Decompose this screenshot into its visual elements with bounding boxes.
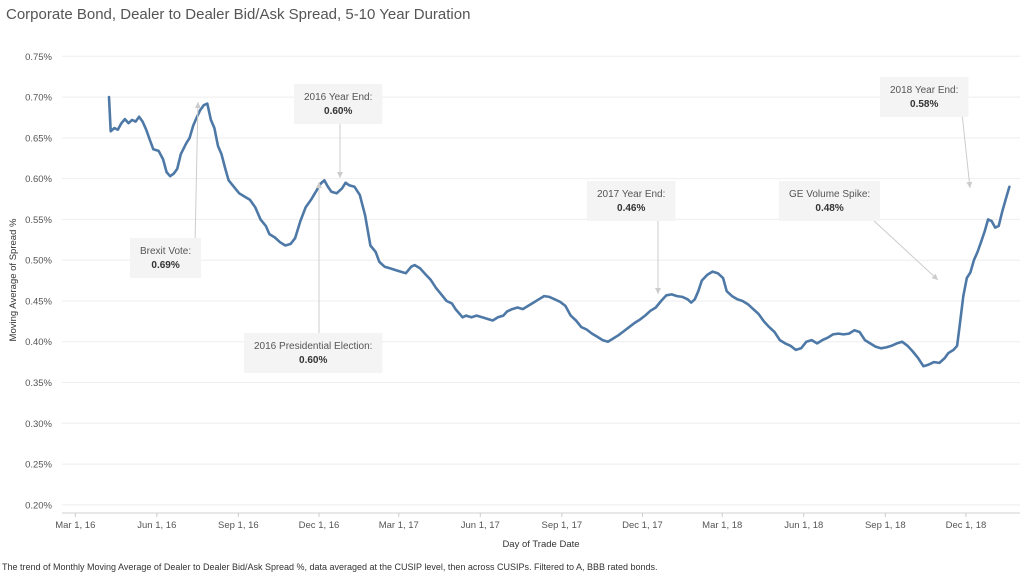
annotation: 2016 Presidential Election: 0.60% [244,182,383,373]
annotation-arrowhead [194,101,201,109]
x-tick-label: Jun 1, 16 [137,520,176,531]
y-tick-label: 0.75% [25,52,52,63]
x-tick-label: Jun 1, 18 [784,520,823,531]
x-tick-label: Dec 1, 18 [946,520,987,531]
y-axis-label: Moving Average of Spread % [8,218,19,341]
line-chart: 0.75% 0.70% 0.65% 0.60% 0.55% 0.50% 0.45% 0.40%… [8,52,1020,550]
annotation-box [880,77,969,117]
annotation-value: 0.69% [151,260,179,271]
series-group [107,95,1011,368]
annotation-leader-line [873,220,939,281]
annotation-label: 2016 Year End: [304,92,372,103]
chart-title: Corporate Bond, Dealer to Dealer Bid/Ask… [6,6,471,23]
annotation: 2016 Year End: 0.60% [294,84,383,178]
y-tick-label: 0.55% [25,215,52,226]
annotation-value: 0.58% [910,99,938,110]
annotation-arrowhead [931,273,938,280]
annotation-arrowhead [655,288,661,294]
annotation-value: 0.48% [815,203,843,214]
annotation: Brexit Vote: 0.69% [130,101,202,278]
x-tick-label: Mar 1, 16 [55,520,95,531]
footnote: The trend of Monthly Moving Average of D… [2,562,658,572]
annotation-box [587,181,676,221]
annotation-arrowhead [966,181,973,188]
annotation-value: 0.60% [324,106,352,117]
annotation: GE Volume Spike: 0.48% [779,181,939,281]
annotation-arrowhead [316,182,322,188]
series-line [107,95,1011,368]
annotation-box [294,84,383,124]
y-tick-label: 0.70% [25,93,52,104]
annotation-value: 0.46% [617,203,645,214]
y-tick-label: 0.30% [25,419,52,430]
x-tick-label: Mar 1, 17 [379,520,419,531]
annotation: 2017 Year End: 0.46% [587,181,676,294]
y-tick-label: 0.25% [25,460,52,471]
annotation-leader-line [194,101,199,239]
x-tick-label: Sep 1, 18 [865,520,906,531]
annotation-label: GE Volume Spike: [789,189,870,200]
y-tick-label: 0.20% [25,500,52,511]
y-tick-label: 0.35% [25,378,52,389]
annotation-label: 2016 Presidential Election: [254,341,372,352]
x-tick-label: Dec 1, 17 [622,520,663,531]
x-tick-label: Sep 1, 16 [218,520,259,531]
y-axis-ticks: 0.75% 0.70% 0.65% 0.60% 0.55% 0.50% 0.45% 0.40%… [25,52,52,512]
x-tick-label: Sep 1, 17 [541,520,582,531]
annotation-label: Brexit Vote: [140,246,191,257]
annotation-value: 0.60% [299,355,327,366]
y-tick-label: 0.45% [25,296,52,307]
x-tick-label: Mar 1, 18 [702,520,742,531]
annotation-label: 2018 Year End: [890,85,958,96]
x-tick-label: Dec 1, 16 [299,520,340,531]
y-tick-label: 0.60% [25,174,52,185]
annotation-box [244,333,383,373]
x-axis-label: Day of Trade Date [502,539,579,550]
annotation-arrowhead [337,172,343,178]
annotation-box [130,238,202,278]
annotation: 2018 Year End: 0.58% [880,77,973,189]
annotations: Brexit Vote:0.69%2016 Year End:0.60%2016… [130,77,973,373]
annotation-leader-line [961,116,971,189]
annotation-label: 2017 Year End: [597,189,665,200]
gridlines [62,55,1020,506]
y-tick-label: 0.65% [25,133,52,144]
annotation-box [779,181,881,221]
x-axis-ticks: Mar 1, 16 Jun 1, 16 Sep 1, 16 Dec 1, 16 Mar … [55,513,986,531]
y-tick-label: 0.40% [25,337,52,348]
x-tick-label: Jun 1, 17 [461,520,500,531]
y-tick-label: 0.50% [25,256,52,267]
